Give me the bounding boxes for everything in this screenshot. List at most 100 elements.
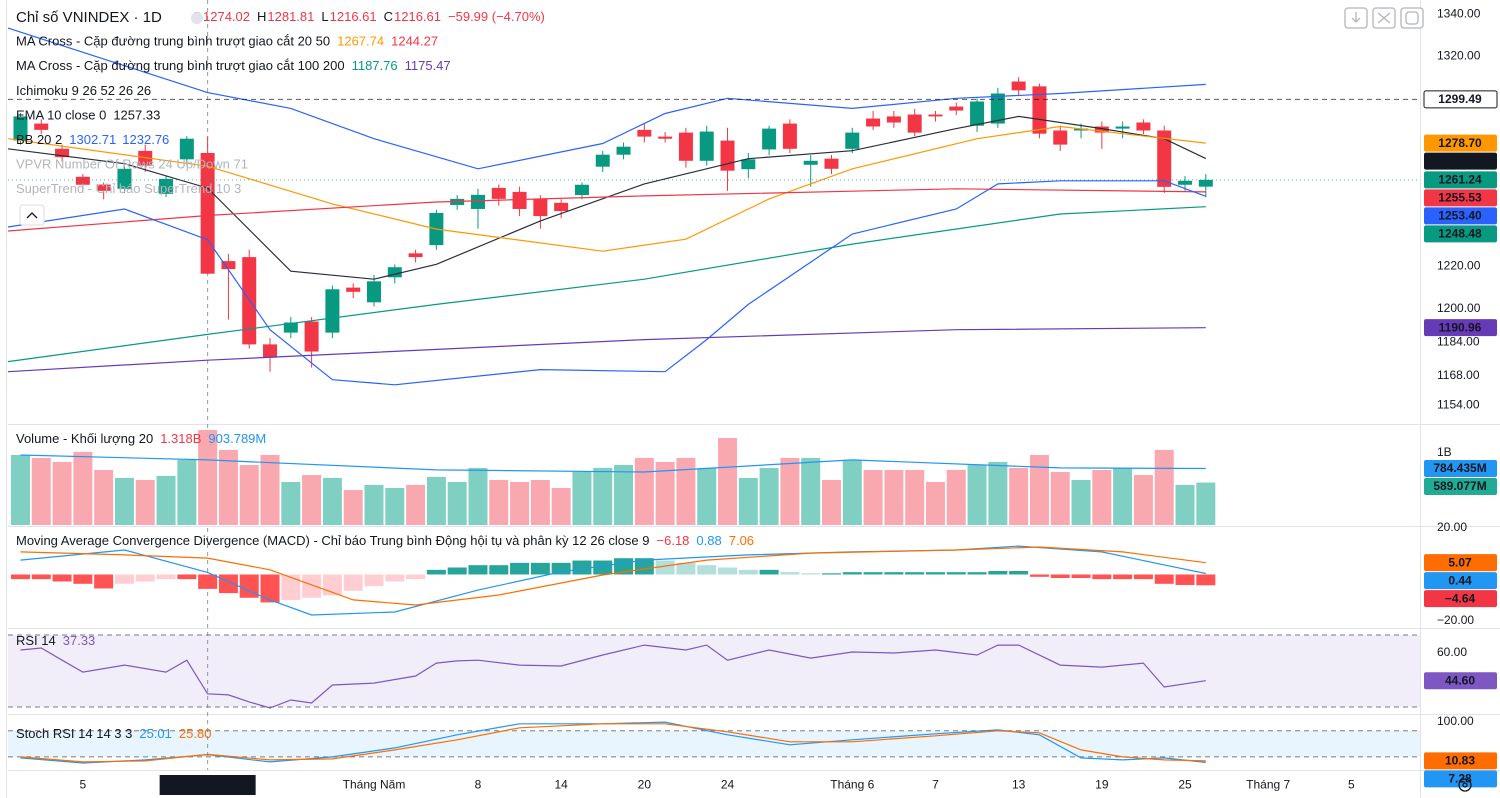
candle-body xyxy=(1136,122,1151,131)
y-tick-label: 1184.00 xyxy=(1437,334,1480,348)
candle-body xyxy=(387,267,402,278)
legend-item: Volume - Khối lượng 20 xyxy=(16,431,153,446)
x-tick-label: 20 xyxy=(638,778,652,792)
histogram-bar xyxy=(634,558,654,575)
volume-bar xyxy=(1009,467,1029,525)
volume-bar xyxy=(697,467,717,525)
y-tick-label: 1168.00 xyxy=(1437,368,1480,382)
x-tick-label: 24 xyxy=(721,778,735,792)
price-label: 5.07 xyxy=(1448,555,1472,569)
price-label: 10.83 xyxy=(1445,754,1475,768)
histogram-bar xyxy=(905,572,925,575)
price-label-box xyxy=(1424,319,1497,337)
histogram-bar xyxy=(239,574,259,598)
legend-item: 1216.61 xyxy=(394,9,441,24)
button-settings[interactable] xyxy=(1400,7,1424,29)
histogram-bar xyxy=(94,574,114,589)
volume-bar xyxy=(94,469,114,525)
histogram-bar xyxy=(780,572,800,575)
legend-item: 1267.74 xyxy=(337,34,384,49)
price-label-box xyxy=(1424,590,1497,608)
volume-bar xyxy=(343,489,363,525)
volume-bar xyxy=(1154,449,1174,525)
indicator-line xyxy=(20,721,1206,764)
legend-item: −59.99 (−4.70%) xyxy=(448,9,545,24)
price-label-box xyxy=(1424,554,1497,572)
y-tick-label: 1220.00 xyxy=(1437,259,1481,273)
volume-bar xyxy=(322,477,342,525)
volume-bar xyxy=(218,449,238,525)
legend-item: 25.80 xyxy=(179,726,212,741)
candle-body xyxy=(159,178,174,194)
legend-item: 1244.27 xyxy=(391,34,438,49)
legend-item: Chỉ số VNINDEX · 1D xyxy=(16,9,162,26)
candle-body xyxy=(574,184,589,196)
volume-bar xyxy=(281,481,301,525)
icon xyxy=(26,212,38,219)
price-label-box xyxy=(1424,134,1497,152)
y-tick-label: 60.00 xyxy=(1437,645,1467,659)
candle-body xyxy=(34,123,49,130)
price-label: 1255.53 xyxy=(1438,191,1482,205)
price-label-box xyxy=(1424,752,1497,770)
candle-body xyxy=(637,129,652,137)
histogram-bar xyxy=(738,569,758,575)
volume-bar xyxy=(364,484,384,525)
histogram-bar xyxy=(10,574,30,580)
candle-body xyxy=(845,132,860,149)
x-tick-label: 15 Tháng 4 '24 xyxy=(167,778,250,792)
legend-item: 1.318B xyxy=(160,431,201,446)
histogram-bar xyxy=(281,574,301,601)
pane: 1340.00 1320.00 1220.00 1200.00 1184.00 1168.… xyxy=(7,6,1498,412)
icon xyxy=(1405,11,1419,25)
price-label-box xyxy=(1424,477,1497,495)
pane: 100.00 10.83 7.28 Stoch RSI 14 14 3 3 25.01 2… xyxy=(8,714,1497,788)
icon xyxy=(1351,12,1361,23)
candle-body xyxy=(13,116,28,141)
histogram-bar xyxy=(260,574,280,603)
legend-item: Ichimoku 9 26 52 26 26 xyxy=(16,83,151,98)
legend-item: 25.01 xyxy=(139,726,172,741)
price-label-box xyxy=(1424,770,1497,788)
histogram-bar xyxy=(218,574,238,594)
legend-item: 7.06 xyxy=(729,533,754,548)
x-tick-label: 13 xyxy=(1012,778,1026,792)
histogram-bar xyxy=(489,565,509,575)
volume-bar xyxy=(759,467,779,525)
candle-body xyxy=(491,187,506,199)
y-tick-label: 20.00 xyxy=(1437,520,1467,534)
candle-body xyxy=(1032,86,1047,134)
collapse-button[interactable] xyxy=(19,204,45,226)
volume-bar xyxy=(738,477,758,525)
band-fill xyxy=(8,730,1420,757)
candle-body xyxy=(325,289,340,333)
indicator-line xyxy=(7,115,1207,280)
candle-body xyxy=(1178,180,1193,185)
candle-body xyxy=(782,123,797,149)
settings-icon[interactable] xyxy=(1458,778,1472,792)
volume-bar xyxy=(239,464,259,525)
y-tick-label: 1154.00 xyxy=(1437,398,1480,412)
minimize-button[interactable] xyxy=(191,12,203,24)
histogram-bar xyxy=(302,574,322,598)
volume-bar xyxy=(447,481,467,525)
candle-body xyxy=(928,114,943,117)
indicator-line xyxy=(20,454,1206,473)
crosshair-label-box xyxy=(159,775,256,795)
histogram-bar xyxy=(1154,574,1174,584)
histogram-bar xyxy=(655,560,675,575)
candle-body xyxy=(1074,128,1089,131)
histogram-bar xyxy=(1071,574,1091,578)
candle-body xyxy=(824,158,839,169)
x-tick-label: Tháng 7 xyxy=(1246,778,1290,792)
price-label-box xyxy=(1424,225,1497,243)
icon xyxy=(1462,782,1468,788)
histogram-bar xyxy=(863,572,883,575)
volume-bar xyxy=(73,451,93,525)
legend-item: 0.88 xyxy=(696,533,721,548)
volume-bar xyxy=(821,479,841,525)
legend-line: VPVR Number Of Rows 24 Up/Down 71 xyxy=(16,157,248,172)
legend-item: RSI 14 xyxy=(16,633,56,648)
histogram-bar xyxy=(343,574,363,591)
volume-bar xyxy=(1196,482,1216,525)
